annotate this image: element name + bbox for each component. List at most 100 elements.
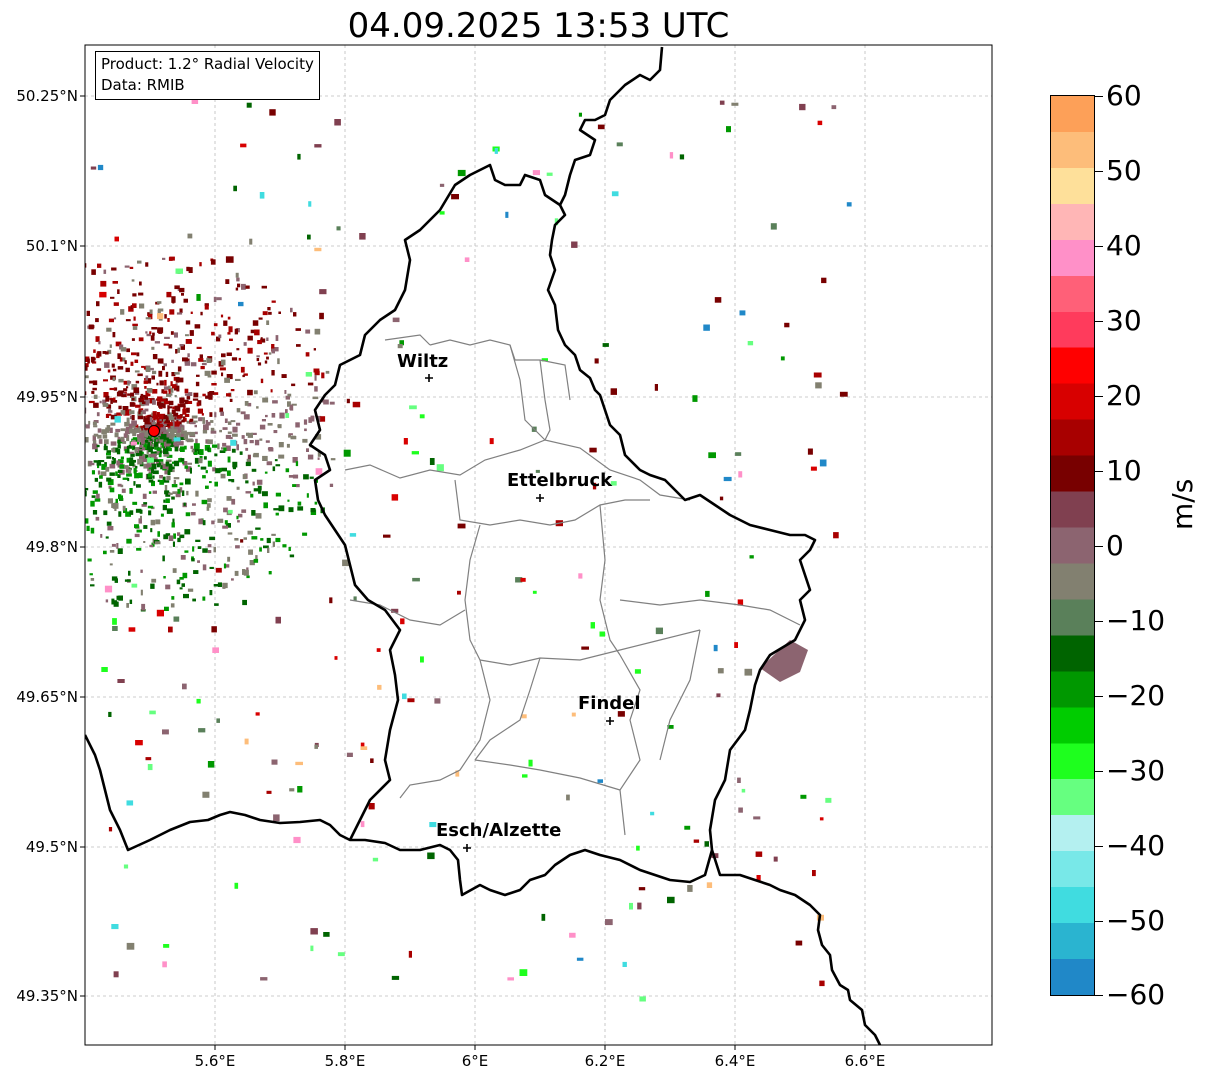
echo-pixel bbox=[139, 281, 142, 286]
echo-pixel bbox=[176, 405, 181, 412]
echo-pixel bbox=[21, 346, 27, 351]
echo-pixel bbox=[166, 442, 170, 446]
echo-pixel bbox=[210, 420, 214, 423]
echo-pixel bbox=[93, 420, 99, 424]
echo-pixel bbox=[126, 457, 133, 463]
echo-pixel bbox=[247, 389, 253, 396]
echo-pixel bbox=[116, 595, 120, 600]
echo-pixel bbox=[610, 481, 617, 486]
echo-pixel bbox=[168, 492, 173, 495]
echo-pixel bbox=[307, 234, 311, 240]
echo-pixel bbox=[231, 448, 236, 453]
echo-pixel bbox=[173, 616, 180, 622]
echo-pixel bbox=[192, 503, 196, 506]
echo-pixel bbox=[197, 464, 200, 467]
echo-pixel bbox=[235, 545, 240, 549]
echo-pixel bbox=[124, 430, 130, 435]
colorbar-label: 60 bbox=[1106, 79, 1142, 112]
echo-pixel bbox=[90, 527, 95, 534]
city-marker-esch bbox=[463, 844, 471, 852]
echo-pixel bbox=[193, 570, 199, 574]
echo-pixel bbox=[196, 294, 201, 301]
echo-pixel bbox=[216, 297, 222, 301]
echo-pixel bbox=[23, 430, 28, 436]
echo-pixel bbox=[145, 366, 151, 372]
echo-pixel bbox=[85, 407, 87, 414]
echo-pixel bbox=[159, 436, 165, 440]
echo-pixel bbox=[64, 334, 68, 338]
echo-pixel bbox=[17, 482, 23, 488]
echo-pixel bbox=[266, 356, 269, 360]
echo-pixel bbox=[149, 417, 153, 423]
echo-pixel bbox=[75, 413, 78, 416]
echo-pixel bbox=[192, 448, 197, 453]
echo-pixel bbox=[96, 301, 100, 307]
echo-pixel bbox=[132, 323, 138, 327]
echo-pixel bbox=[147, 442, 151, 448]
country-border bbox=[85, 46, 882, 1045]
echo-pixel bbox=[106, 456, 112, 459]
echo-pixel bbox=[108, 318, 114, 323]
echo-pixel bbox=[97, 164, 104, 171]
echo-pixel bbox=[297, 153, 301, 160]
echo-pixel bbox=[90, 356, 95, 363]
echo-pixel bbox=[163, 419, 167, 422]
echo-pixel bbox=[103, 269, 107, 274]
echo-pixel bbox=[636, 845, 640, 851]
echo-pixel bbox=[136, 352, 140, 357]
echo-pixel bbox=[213, 392, 219, 395]
echo-pixel bbox=[131, 415, 135, 421]
echo-pixel bbox=[51, 499, 57, 505]
echo-pixel bbox=[111, 576, 118, 581]
echo-pixel bbox=[126, 348, 130, 353]
echo-pixel bbox=[320, 416, 326, 422]
echo-pixel bbox=[146, 448, 149, 454]
echo-pixel bbox=[597, 124, 605, 130]
echo-pixel bbox=[198, 358, 204, 362]
echo-pixel bbox=[91, 269, 96, 275]
echo-pixel bbox=[39, 478, 43, 484]
echo-pixel bbox=[47, 441, 52, 447]
echo-pixel bbox=[142, 425, 147, 428]
colorbar-label: −50 bbox=[1106, 904, 1166, 937]
echo-pixel bbox=[89, 380, 95, 384]
echo-pixel bbox=[120, 436, 125, 440]
echo-pixel bbox=[223, 447, 227, 452]
echo-pixel bbox=[131, 424, 136, 428]
echo-pixel bbox=[163, 438, 166, 442]
echo-pixel bbox=[194, 457, 199, 464]
echo-pixel bbox=[185, 334, 189, 337]
echo-pixel bbox=[93, 425, 98, 428]
echo-pixel bbox=[198, 728, 206, 733]
echo-pixel bbox=[116, 412, 123, 416]
echo-pixel bbox=[254, 329, 260, 336]
echo-pixel bbox=[102, 403, 109, 407]
echo-pixel bbox=[201, 363, 207, 366]
echo-pixel bbox=[207, 447, 212, 453]
echo-pixel bbox=[115, 498, 118, 505]
echo-pixel bbox=[73, 433, 77, 437]
echo-pixel bbox=[236, 328, 240, 333]
echo-pixel bbox=[96, 444, 100, 448]
colorbar-tick bbox=[1095, 96, 1103, 97]
echo-pixel bbox=[227, 316, 231, 320]
echo-pixel bbox=[164, 437, 169, 440]
echo-pixel bbox=[140, 395, 143, 400]
echo-pixel bbox=[667, 896, 675, 904]
echo-pixel bbox=[107, 479, 114, 485]
echo-pixel bbox=[204, 370, 211, 376]
echo-pixel bbox=[273, 508, 280, 511]
echo-pixel bbox=[209, 590, 213, 596]
echo-pixel bbox=[147, 378, 152, 384]
echo-pixel bbox=[160, 441, 163, 445]
echo-pixel bbox=[30, 506, 33, 508]
echo-pixel bbox=[119, 495, 123, 500]
echo-pixel bbox=[109, 463, 116, 469]
echo-pixel bbox=[186, 490, 189, 496]
echo-pixel bbox=[120, 428, 126, 432]
echo-pixel bbox=[129, 599, 133, 604]
echo-pixel bbox=[200, 366, 205, 370]
echo-pixel bbox=[124, 465, 129, 469]
echo-pixel bbox=[152, 399, 156, 405]
echo-pixel bbox=[231, 357, 238, 361]
